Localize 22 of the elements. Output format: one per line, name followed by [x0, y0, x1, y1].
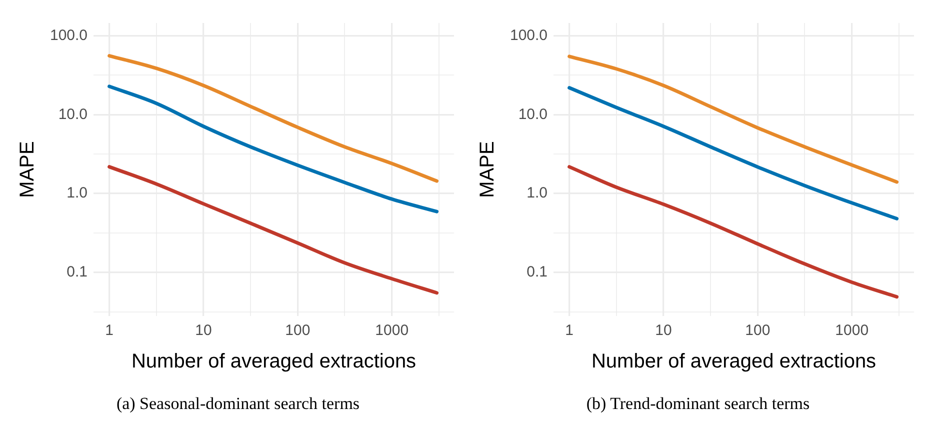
- y-tick-label: 0.1: [66, 264, 88, 281]
- x-tick-label: 10: [655, 322, 672, 340]
- y-axis-title: MAPE: [16, 141, 39, 198]
- x-tick-label: 10: [195, 322, 212, 340]
- x-tick-label: 100: [285, 322, 310, 340]
- text: (b) Trend-dominant search terms: [585, 394, 811, 414]
- y-tick-label: 1.0: [66, 184, 88, 202]
- x-tick-label: 1: [565, 322, 574, 340]
- x-axis-title: Number of averaged extractions: [591, 350, 876, 373]
- y-tick-label: 10.0: [58, 106, 88, 123]
- y-tick-label: 0.1: [526, 264, 548, 281]
- x-tick-label: 100: [745, 322, 770, 340]
- x-axis-title: Number of averaged extractions: [131, 350, 416, 373]
- y-tick-label: 1.0: [526, 184, 548, 202]
- x-tick-label: 1000: [375, 322, 409, 340]
- y-tick-label: 100.0: [510, 26, 548, 44]
- y-axis-title: MAPE: [476, 141, 499, 198]
- x-tick-label: 1000: [835, 322, 869, 340]
- y-tick-label: 100.0: [50, 26, 88, 44]
- x-tick-label: 1: [105, 322, 114, 340]
- text: (a) Seasonal-dominant search terms: [115, 394, 361, 414]
- y-tick-label: 10.0: [518, 106, 548, 123]
